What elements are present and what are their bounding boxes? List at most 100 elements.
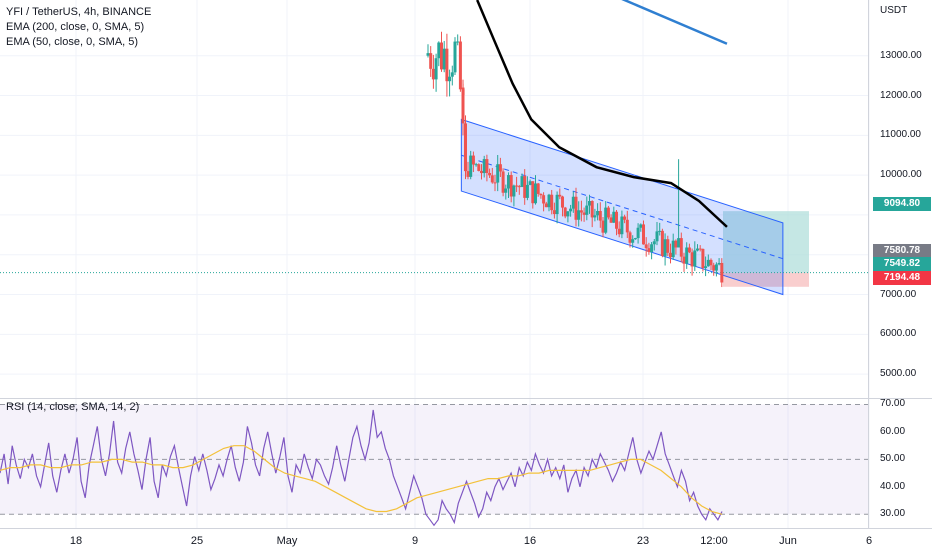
- rsi-tick-label: 60.00: [880, 425, 906, 437]
- current-price-badge: 7549.82: [873, 257, 931, 271]
- time-tick-label: 12:00: [700, 535, 728, 547]
- candle-body: [669, 252, 672, 258]
- candle-body: [577, 210, 581, 220]
- time-tick-label: May: [276, 535, 298, 547]
- candle-body: [498, 164, 502, 172]
- candle-body: [555, 194, 559, 215]
- candle-body: [520, 176, 524, 187]
- candle-body: [660, 230, 664, 256]
- symbol-title[interactable]: YFI / TetherUS, 4h, BINANCE: [6, 6, 152, 18]
- candle-body: [466, 171, 470, 177]
- candle-body: [550, 194, 554, 211]
- candle-body: [485, 159, 489, 173]
- candle-body: [633, 238, 637, 240]
- ema50-legend[interactable]: EMA (50, close, 0, SMA, 5): [6, 36, 139, 48]
- candle-body: [542, 195, 546, 204]
- candle-body: [612, 211, 616, 223]
- channel-midline: [461, 154, 784, 260]
- time-tick-label: 6: [865, 535, 873, 547]
- ema50-line: [476, 0, 728, 228]
- candle-body: [431, 68, 435, 80]
- ema200-legend[interactable]: EMA (200, close, 0, SMA, 5): [6, 21, 145, 33]
- target-zone: [723, 211, 809, 273]
- candle-body: [471, 155, 475, 165]
- candle-body: [534, 183, 537, 204]
- candle-body: [507, 175, 510, 189]
- candle-body: [625, 219, 629, 233]
- candle-body: [490, 175, 494, 183]
- candle-body: [528, 181, 532, 185]
- candle-body: [650, 244, 654, 252]
- candle-body: [720, 262, 724, 283]
- candle-body: [655, 231, 659, 242]
- candle-body: [563, 207, 567, 217]
- candle-body: [523, 176, 527, 198]
- candle-body: [658, 230, 662, 232]
- candle-body: [687, 247, 691, 253]
- candle-body: [531, 181, 535, 204]
- candle-body: [593, 215, 597, 218]
- ema-lines: [476, 0, 728, 228]
- candle-body: [536, 183, 540, 194]
- candle-body: [437, 42, 441, 59]
- price-tick-label: 13000.00: [880, 49, 922, 61]
- candle-body: [493, 182, 497, 184]
- rsi-legend[interactable]: RSI (14, close, SMA, 14, 2): [6, 401, 140, 413]
- rsi-sma-line: [0, 445, 723, 515]
- rsi-line: [0, 409, 723, 527]
- candle-body: [482, 159, 486, 174]
- candle-body: [434, 58, 438, 80]
- candle-body: [488, 172, 492, 176]
- candle-body: [706, 259, 710, 267]
- price-tick-label: 6000.00: [880, 328, 917, 340]
- candle-body: [477, 164, 481, 171]
- candlestick-series: [426, 31, 724, 288]
- candle-body: [515, 185, 519, 187]
- candle-body: [674, 240, 678, 248]
- candle-body: [561, 196, 564, 208]
- time-tick-label: Jun: [779, 535, 797, 547]
- candle-body: [445, 48, 449, 82]
- candle-body: [552, 210, 556, 215]
- candle-body: [636, 227, 640, 239]
- price-tick-label: 11000.00: [880, 129, 921, 141]
- candle-body: [558, 194, 562, 197]
- candle-body: [426, 53, 430, 56]
- candle-body: [566, 211, 570, 217]
- candle-body: [671, 240, 675, 258]
- time-tick-label: 25: [190, 535, 204, 547]
- price-tick-label: 7000.00: [880, 288, 917, 300]
- candle-body: [456, 41, 460, 43]
- candle-body: [442, 48, 446, 70]
- rsi-tick-label: 50.00: [880, 453, 906, 465]
- candle-body: [504, 188, 508, 193]
- time-tick-label: 18: [69, 535, 83, 547]
- rsi-tick-label: 40.00: [880, 480, 906, 492]
- candle-body: [714, 264, 718, 271]
- candle-body: [679, 238, 683, 257]
- candle-body: [647, 248, 651, 252]
- candle-body: [474, 164, 478, 166]
- candle-body: [663, 239, 667, 256]
- time-tick-label: 16: [523, 535, 537, 547]
- candle-body: [547, 194, 551, 208]
- candle-body: [615, 211, 618, 229]
- candle-body: [501, 171, 505, 193]
- candle-body: [496, 164, 500, 183]
- candle-body: [440, 42, 443, 70]
- candle-body: [606, 207, 610, 218]
- candle-body: [590, 201, 594, 218]
- candle-body: [448, 76, 452, 82]
- candle-body: [509, 175, 513, 197]
- candle-body: [574, 196, 578, 220]
- candle-body: [666, 239, 670, 253]
- candle-body: [677, 238, 681, 248]
- candle-body: [598, 210, 602, 221]
- price-tick-label: 5000.00: [880, 368, 917, 380]
- candle-body: [480, 170, 483, 174]
- stop-zone: [723, 272, 809, 287]
- candle-body: [631, 239, 635, 243]
- rsi-tick-label: 70.00: [880, 398, 906, 410]
- candle-body: [644, 244, 648, 249]
